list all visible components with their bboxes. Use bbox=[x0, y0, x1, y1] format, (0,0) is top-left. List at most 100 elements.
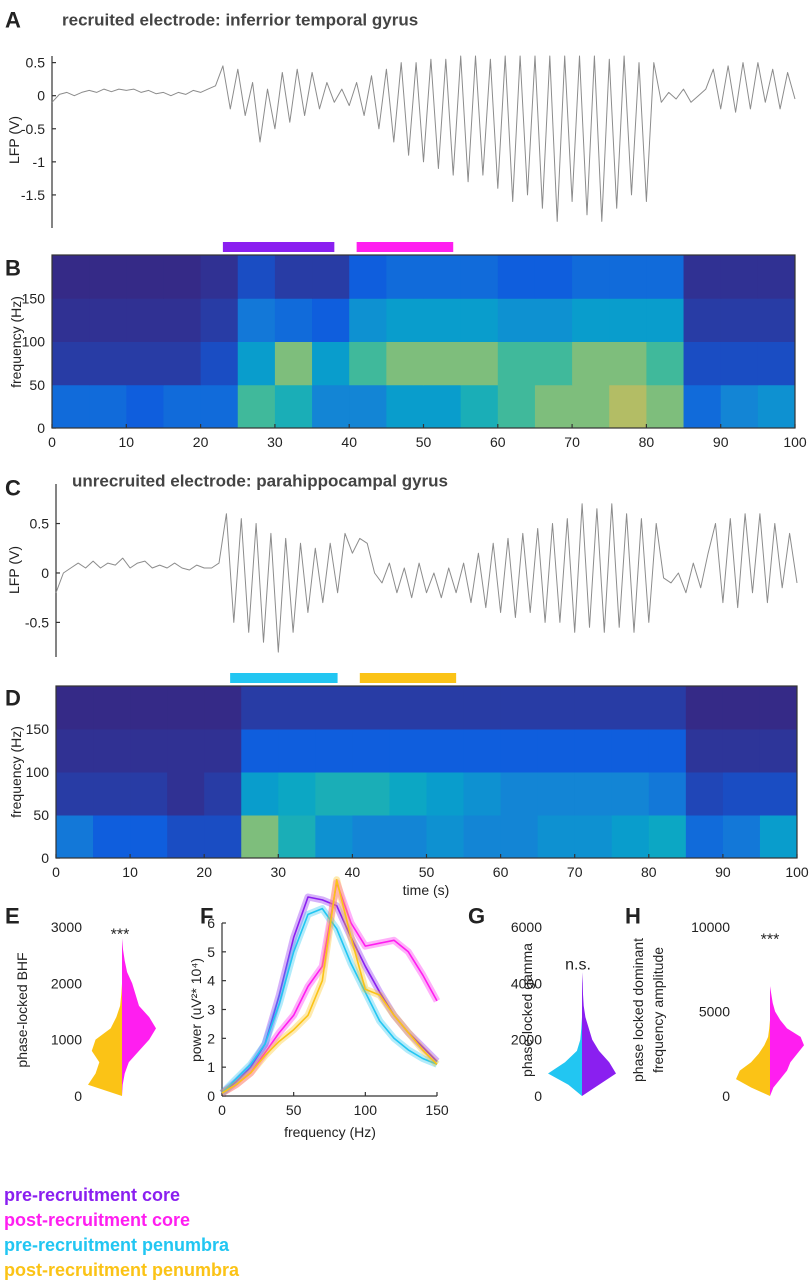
y-tick-label: 0 bbox=[207, 1088, 215, 1104]
interval-bar bbox=[222, 242, 335, 252]
heatmap-cell bbox=[534, 255, 573, 299]
heatmap-cell bbox=[463, 815, 502, 859]
heatmap-cell bbox=[167, 729, 205, 773]
y-tick-label: 1 bbox=[207, 1059, 215, 1075]
heatmap-cell bbox=[52, 255, 90, 299]
x-tick-label: 100 bbox=[783, 434, 807, 450]
heatmap-cell bbox=[274, 298, 313, 342]
violin-half bbox=[548, 972, 582, 1096]
heatmap-cell bbox=[241, 686, 279, 730]
heatmap-cell bbox=[574, 686, 613, 730]
heatmap-cell bbox=[757, 341, 796, 386]
heatmap-cell bbox=[126, 384, 164, 429]
y-tick-label: 1000 bbox=[51, 1032, 82, 1048]
heatmap-cell bbox=[537, 772, 576, 816]
heatmap-cell bbox=[648, 772, 687, 816]
heatmap-cell bbox=[611, 815, 650, 859]
heatmap-cell bbox=[685, 815, 724, 859]
heatmap-cell bbox=[241, 815, 279, 859]
heatmap-cell bbox=[646, 255, 685, 299]
heatmap-cell bbox=[460, 298, 499, 342]
heatmap-cell bbox=[93, 729, 131, 773]
heatmap-cell bbox=[426, 772, 465, 816]
x-tick-label: 30 bbox=[271, 864, 287, 880]
heatmap-cell bbox=[278, 686, 316, 730]
heatmap-cell bbox=[315, 772, 353, 816]
heatmap-cell bbox=[126, 255, 164, 299]
panel-title: recruited electrode: inferrior temporal … bbox=[62, 11, 418, 30]
heatmap-cell bbox=[611, 729, 650, 773]
y-tick-label: 2000 bbox=[51, 975, 82, 991]
panel-letter: F bbox=[200, 904, 213, 929]
legend-entry: post-recruitment penumbra bbox=[4, 1260, 240, 1280]
y-tick-label: 0 bbox=[41, 565, 49, 581]
heatmap-cell bbox=[386, 341, 424, 386]
x-tick-label: 100 bbox=[354, 1102, 378, 1118]
heatmap-cell bbox=[274, 341, 313, 386]
heatmap-cell bbox=[685, 686, 724, 730]
heatmap-cell bbox=[534, 341, 573, 386]
y-tick-label: 3000 bbox=[51, 919, 82, 935]
y-tick-label: 0 bbox=[722, 1088, 730, 1104]
y-tick-label: 50 bbox=[29, 377, 45, 393]
line bbox=[221, 881, 438, 1094]
heatmap-cell bbox=[759, 729, 798, 773]
panel-letter: D bbox=[5, 686, 21, 711]
heatmap-cell bbox=[757, 255, 796, 299]
y-tick-label: 4 bbox=[207, 973, 215, 989]
y-tick-label: 2000 bbox=[511, 1032, 542, 1048]
heatmap-cell bbox=[312, 298, 350, 342]
x-tick-label: 0 bbox=[52, 864, 60, 880]
heatmap-cell bbox=[497, 384, 536, 429]
heatmap-cell bbox=[534, 298, 573, 342]
heatmap-cell bbox=[389, 772, 427, 816]
x-tick-label: 60 bbox=[493, 864, 509, 880]
heatmap-cell bbox=[720, 255, 759, 299]
heatmap-cell bbox=[130, 729, 168, 773]
panel-letter: C bbox=[5, 476, 21, 501]
violin-half bbox=[122, 938, 156, 1096]
heatmap-cell bbox=[89, 255, 127, 299]
heatmap-cell bbox=[237, 298, 276, 342]
heatmap-cell bbox=[500, 729, 539, 773]
heatmap-cell bbox=[200, 384, 239, 429]
heatmap-cell bbox=[352, 815, 390, 859]
heatmap-cell bbox=[497, 341, 536, 386]
heatmap-cell bbox=[349, 255, 387, 299]
x-tick-label: 20 bbox=[193, 434, 209, 450]
y-axis-label: frequency (Hz) bbox=[8, 726, 24, 818]
y-axis-label: power (uV²* 10⁴) bbox=[188, 958, 204, 1062]
y-tick-label: -0.5 bbox=[21, 121, 45, 137]
y-tick-label: -1.5 bbox=[21, 187, 45, 203]
heatmap-cell bbox=[426, 815, 465, 859]
heatmap-cell bbox=[278, 729, 316, 773]
interval-bar bbox=[230, 673, 338, 683]
heatmap-cell bbox=[537, 686, 576, 730]
heatmap-cell bbox=[759, 815, 798, 859]
line bbox=[221, 907, 438, 1094]
panel-letter: H bbox=[625, 904, 641, 929]
heatmap-cell bbox=[93, 686, 131, 730]
y-tick-label: 5000 bbox=[699, 1004, 730, 1020]
heatmap-cell bbox=[130, 815, 168, 859]
heatmap-cell bbox=[609, 384, 647, 429]
interval-bar bbox=[359, 673, 457, 683]
x-tick-label: 90 bbox=[715, 864, 731, 880]
heatmap-cell bbox=[237, 341, 276, 386]
y-tick-label: 0 bbox=[41, 850, 49, 866]
heatmap-cell bbox=[204, 772, 242, 816]
heatmap-cell bbox=[497, 298, 536, 342]
heatmap-cell bbox=[237, 255, 276, 299]
heatmap-cell bbox=[757, 298, 796, 342]
heatmap-cell bbox=[720, 384, 759, 429]
y-tick-label: -0.5 bbox=[25, 614, 49, 630]
heatmap-cell bbox=[460, 255, 499, 299]
heatmap-cell bbox=[200, 341, 239, 386]
violin-half bbox=[582, 972, 616, 1096]
x-tick-label: 20 bbox=[196, 864, 212, 880]
y-tick-label: 0 bbox=[534, 1088, 542, 1104]
heatmap-cell bbox=[52, 341, 90, 386]
heatmap-cell bbox=[757, 384, 796, 429]
y-axis-label: LFP (V) bbox=[6, 546, 22, 594]
heatmap-cell bbox=[609, 298, 647, 342]
